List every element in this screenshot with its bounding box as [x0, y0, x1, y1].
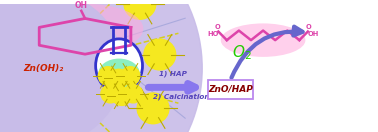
Ellipse shape — [96, 39, 143, 92]
Circle shape — [0, 0, 202, 132]
Circle shape — [110, 69, 129, 88]
Ellipse shape — [221, 23, 305, 57]
Text: ZnO/HAP: ZnO/HAP — [208, 85, 253, 94]
Ellipse shape — [27, 4, 143, 54]
Circle shape — [124, 85, 143, 103]
Circle shape — [98, 67, 117, 85]
Text: O: O — [305, 24, 311, 30]
Circle shape — [112, 87, 131, 105]
Text: OH: OH — [75, 1, 88, 10]
Text: $\mathit{O}_2$: $\mathit{O}_2$ — [232, 44, 252, 62]
Text: OH: OH — [308, 31, 319, 37]
Text: O: O — [215, 24, 221, 30]
Circle shape — [121, 67, 140, 85]
Ellipse shape — [98, 59, 140, 88]
Text: 2) Calcination: 2) Calcination — [153, 94, 209, 100]
Circle shape — [137, 93, 169, 124]
FancyBboxPatch shape — [208, 80, 253, 99]
Circle shape — [0, 0, 123, 132]
Text: 1) HAP: 1) HAP — [159, 71, 187, 77]
Circle shape — [144, 39, 176, 70]
Text: HO: HO — [208, 31, 219, 37]
Circle shape — [101, 85, 120, 103]
Circle shape — [124, 0, 156, 19]
Text: Zn(OH)₂: Zn(OH)₂ — [23, 64, 64, 73]
